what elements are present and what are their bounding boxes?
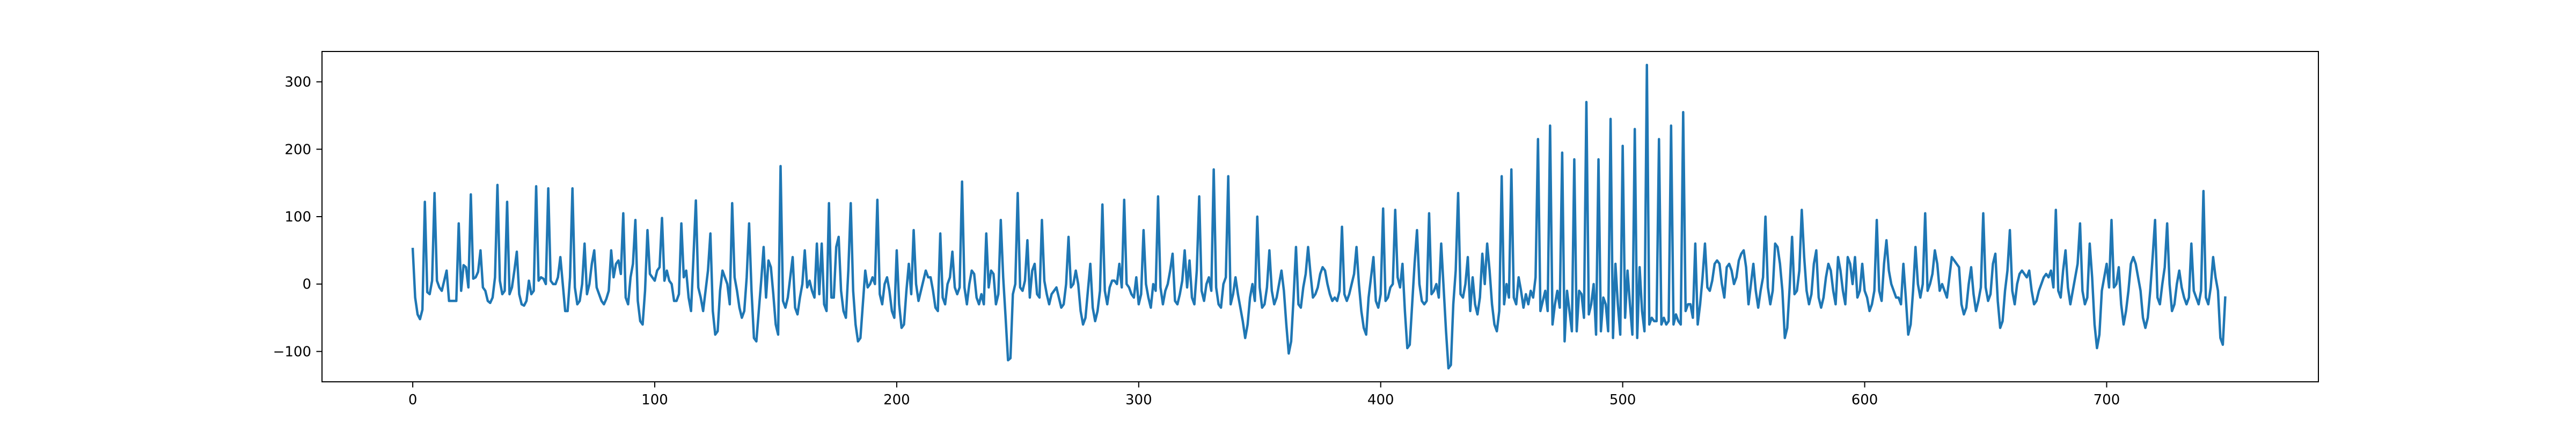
- y-tick-label: 200: [284, 142, 311, 158]
- x-tick-label: 600: [1851, 392, 1878, 408]
- y-tick-label: 0: [302, 277, 311, 293]
- series-line-0: [411, 63, 2227, 370]
- x-tick-label: 200: [883, 392, 910, 408]
- x-tick-label: 300: [1125, 392, 1152, 408]
- x-tick-label: 100: [641, 392, 668, 408]
- y-axis: −100 0 100 200 300: [273, 75, 322, 360]
- x-tick-label: 700: [2094, 392, 2120, 408]
- plot-area: [322, 51, 2318, 382]
- y-tick-label: −100: [273, 344, 311, 360]
- series-layer: [411, 63, 2227, 370]
- x-tick-label: 0: [408, 392, 418, 408]
- x-tick-label: 500: [1609, 392, 1636, 408]
- x-axis: 0 100 200 300 400 500 600 700: [408, 382, 2120, 408]
- x-tick-label: 400: [1367, 392, 1394, 408]
- y-tick-label: 100: [284, 209, 311, 225]
- y-tick-label: 300: [284, 75, 311, 91]
